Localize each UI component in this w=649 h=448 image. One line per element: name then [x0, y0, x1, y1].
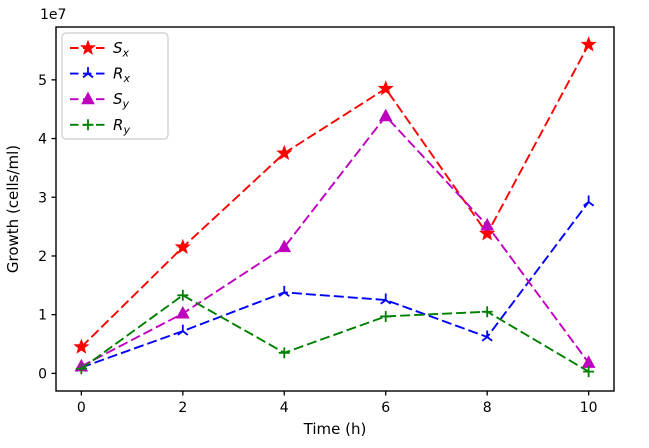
x-tick-label: 10 [580, 400, 598, 416]
x-tick-label: 4 [280, 400, 289, 416]
series-line [81, 201, 590, 369]
star-marker [377, 80, 394, 96]
plus-marker [278, 347, 290, 359]
tri-up-marker [481, 330, 493, 342]
triangle-up-marker [175, 305, 190, 319]
star-marker [174, 238, 191, 254]
plus-marker [380, 310, 392, 322]
series-line [80, 294, 590, 373]
plus-marker [583, 366, 595, 378]
x-tick-label: 8 [483, 400, 492, 416]
star-marker [276, 144, 293, 161]
tri-up-marker [177, 324, 189, 336]
x-tick-label: 0 [77, 400, 86, 416]
y-tick-label: 3 [38, 190, 47, 206]
legend-label: Ry [113, 116, 130, 137]
series-S_x [73, 36, 597, 354]
legend: Sx Rx Sy Ry [61, 32, 169, 140]
star-marker [580, 36, 597, 52]
x-axis-label: Time (h) [303, 420, 367, 438]
y-axis-offset-text: 1e7 [40, 7, 66, 23]
series-line [80, 44, 590, 348]
legend-box [61, 32, 169, 140]
star-marker [73, 338, 90, 354]
axis-ticks: 0 2 4 6 8 10 0 1 2 3 4 5 [38, 73, 597, 416]
plus-marker [481, 306, 493, 318]
x-tick-label: 2 [178, 400, 187, 416]
y-tick-label: 4 [38, 132, 47, 148]
tri-up-marker [82, 67, 94, 79]
tri-up-marker [583, 195, 595, 207]
legend-label: Sx [113, 39, 130, 60]
legend-label: Rx [113, 65, 130, 86]
y-tick-label: 5 [38, 73, 47, 89]
triangle-up-marker [81, 91, 95, 105]
tri-up-marker [380, 293, 392, 305]
series-line [80, 114, 590, 368]
axes-spines [55, 26, 615, 392]
legend-label: Sy [113, 90, 130, 111]
legend-entry-R_y: Ry [70, 116, 130, 137]
x-tick-label: 6 [381, 400, 390, 416]
series-R_y [75, 289, 595, 378]
plus-marker [82, 119, 94, 131]
tri-up-marker [278, 285, 290, 297]
star-marker [79, 39, 97, 55]
y-tick-label: 2 [38, 249, 47, 265]
y-axis-label: Growth (cells/ml) [4, 145, 22, 273]
plus-marker [75, 363, 87, 375]
data-series [73, 36, 597, 378]
plus-marker [177, 289, 189, 301]
triangle-up-marker [378, 108, 393, 122]
star-marker [479, 225, 496, 241]
legend-entry-S_y: Sy [70, 90, 130, 111]
y-tick-label: 0 [38, 366, 47, 382]
triangle-up-marker [480, 217, 495, 231]
legend-entry-R_x: Rx [70, 65, 130, 86]
triangle-up-marker [277, 239, 292, 253]
y-tick-label: 1 [38, 308, 47, 324]
legend-entry-S_x: Sx [70, 39, 130, 60]
